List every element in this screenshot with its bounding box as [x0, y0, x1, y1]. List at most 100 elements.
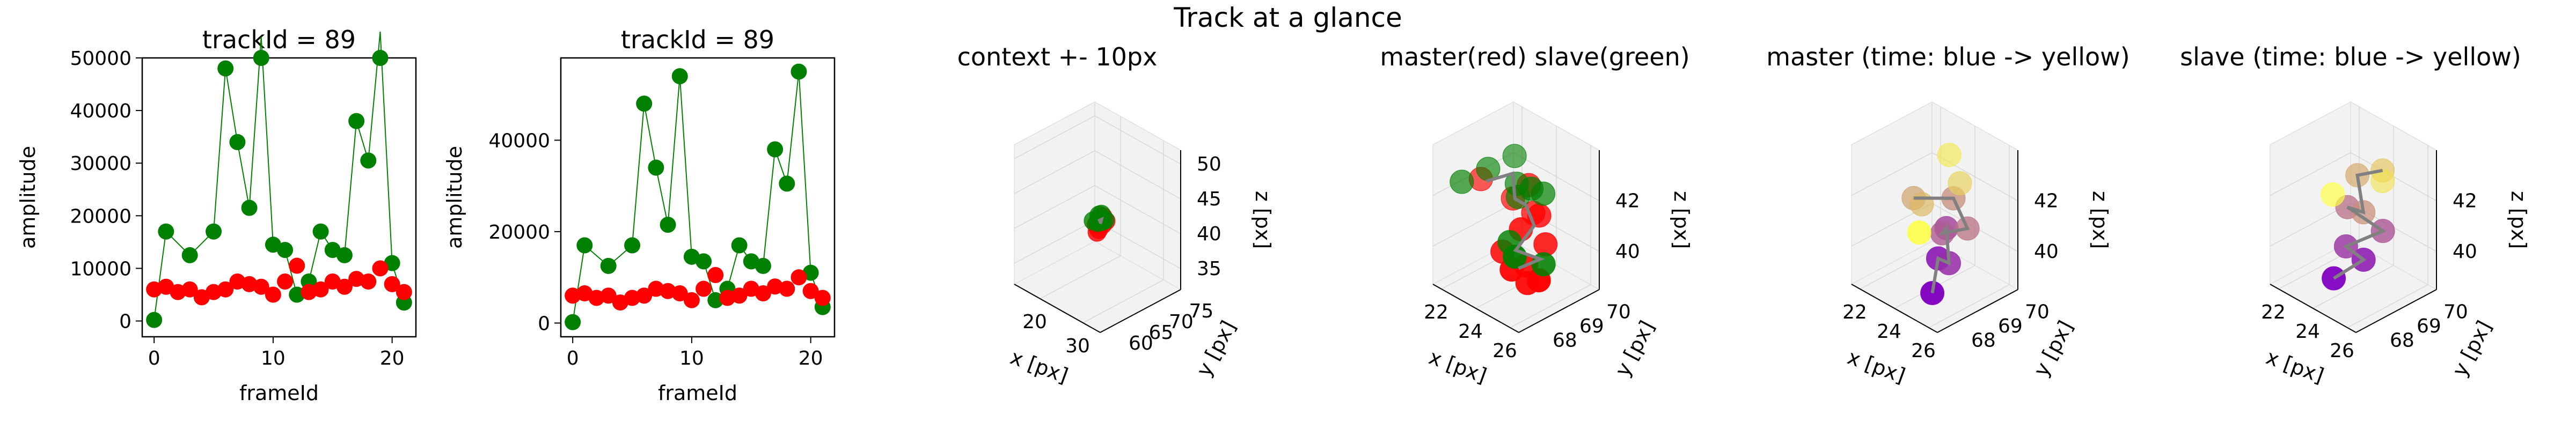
panel1-data-point	[181, 281, 198, 298]
panel1-data-point	[348, 113, 365, 129]
panel2-data-point	[707, 267, 724, 283]
panel6-data-point	[2321, 182, 2345, 207]
panel6-xtick-label: 26	[2330, 340, 2354, 362]
panel3-x-axis-line	[1014, 284, 1101, 333]
panel6-xlabel: x [px]	[2263, 345, 2327, 388]
panel4-xtick-label: 22	[1424, 301, 1448, 323]
panel5-xtick-label: 22	[1842, 301, 1867, 323]
panel2-ytick-label: 40000	[488, 130, 550, 152]
panel6-ylabel: y [px]	[2448, 317, 2497, 381]
panel1-data-point	[253, 278, 269, 295]
panel2-data-point	[707, 292, 724, 308]
panel4-xtick-label: 26	[1492, 340, 1517, 362]
panel6-title: slave (time: blue -> yellow)	[2180, 42, 2521, 71]
panel1-data-point	[360, 152, 377, 169]
panel6-ytick-label: 70	[2443, 301, 2468, 323]
panel1-ytick-label: 0	[119, 311, 131, 333]
panel2-title: trackId = 89	[621, 25, 774, 54]
panel1-ytick-label: 20000	[70, 205, 131, 227]
panel2-data-point	[696, 253, 712, 270]
panel3-track-line	[1097, 216, 1104, 225]
panel6-gridline	[2270, 152, 2351, 196]
panel1-data-point	[206, 223, 222, 240]
panel2-data-point	[767, 278, 784, 295]
panel3-xtick-label: 30	[1065, 335, 1090, 357]
panel2-data-point	[624, 237, 641, 254]
panel2-data-point	[802, 283, 819, 299]
panel1-axes-frame	[141, 57, 417, 338]
panel6-ztick-label: 40	[2453, 241, 2477, 263]
panel5-gridline	[1928, 284, 2010, 328]
panel5-xlabel: x [px]	[1845, 345, 1908, 388]
panel2-data-point	[755, 285, 771, 302]
panel3-ztick-label: 35	[1197, 258, 1221, 280]
panel2-data-point	[600, 287, 617, 304]
panel3-gridline	[1014, 150, 1095, 194]
panel1-data-point	[312, 223, 329, 240]
panel2-data-point	[636, 287, 653, 304]
panel1-data-point	[146, 312, 163, 328]
panel2-data-point	[719, 290, 736, 306]
panel2-data-point	[731, 287, 748, 304]
panel1-ylabel: amplitude	[16, 146, 40, 249]
panel2-data-point	[767, 141, 784, 158]
panel4-ytick-label: 70	[1606, 301, 1631, 323]
panel4-y-axis-line	[1518, 289, 1600, 333]
panel1-data-point	[336, 278, 353, 295]
panel5-data-point	[1909, 192, 1934, 217]
panel2-data-point	[671, 285, 688, 302]
panel1-data-point	[181, 247, 198, 263]
panel1-data-point	[396, 284, 412, 300]
panel1-ytick-label: 50000	[70, 48, 131, 70]
panel5-xtick-label: 26	[1911, 340, 1936, 362]
panel6-x-axis-line	[2270, 284, 2357, 333]
panel1-data-point	[360, 273, 377, 290]
panel1-data-point	[312, 281, 329, 298]
panel2-data-point	[648, 280, 664, 297]
panel2-data-point	[814, 290, 831, 306]
panel1-data-point	[372, 50, 389, 66]
panel6-xtick-label: 24	[2295, 321, 2320, 343]
panel1-xtick-label: 0	[148, 347, 160, 369]
panel3-xlabel: x [px]	[1007, 345, 1071, 388]
panel6-data-point	[2370, 168, 2395, 193]
panel5-data-point	[1948, 171, 1972, 196]
panel5-ylabel: y [px]	[2029, 317, 2078, 381]
panel4-xtick-label: 24	[1458, 321, 1483, 343]
panel1-ytick-label: 10000	[70, 258, 131, 280]
panel1-data-point	[265, 286, 281, 303]
panel4-ytick-label: 69	[1579, 315, 1604, 337]
panel1-title: trackId = 89	[202, 25, 356, 54]
panel3-gridline	[1014, 185, 1095, 229]
panel3-gridline	[1094, 115, 1181, 165]
panel2-data-point	[731, 237, 748, 254]
panel6-ytick-label: 69	[2417, 315, 2441, 337]
panel4-ylabel: y [px]	[1611, 317, 1659, 381]
panel5-track-line	[1913, 196, 1970, 293]
panel2-xtick-label: 20	[799, 347, 823, 369]
panel5-ytick-label: 69	[1998, 315, 2023, 337]
panel2-xtick-label: 0	[567, 347, 579, 369]
panel5-gridline	[1851, 152, 1933, 196]
panel4-ytick-label: 68	[1553, 330, 1577, 352]
panel1-xtick-label: 10	[261, 347, 286, 369]
panel2-ylabel: amplitude	[443, 146, 466, 249]
panel3-gridline	[1014, 220, 1095, 264]
panel6-xtick-label: 22	[2261, 301, 2286, 323]
panel5-ytick-label: 70	[2025, 301, 2050, 323]
panel2-ytick-label: 20000	[488, 221, 550, 243]
panel1-data-point	[253, 50, 269, 66]
panel3-zlabel: z [px]	[1251, 191, 1275, 249]
panel3-gridline	[1094, 150, 1181, 199]
panel2-data-point	[565, 287, 581, 304]
panel4-track-line	[1485, 171, 1545, 270]
panel1-ytick-label: 30000	[70, 153, 131, 175]
panel5-x-axis-line	[1851, 284, 1938, 333]
panel5-data-point	[1907, 220, 1931, 245]
panel3-ztick-label: 40	[1197, 223, 1221, 245]
panel4-data-point	[1519, 176, 1544, 201]
panel2-data-point	[576, 237, 593, 254]
panel1-data-point	[277, 273, 294, 290]
panel4-data-point	[1450, 169, 1474, 194]
panel4-gridline	[1513, 152, 1600, 202]
